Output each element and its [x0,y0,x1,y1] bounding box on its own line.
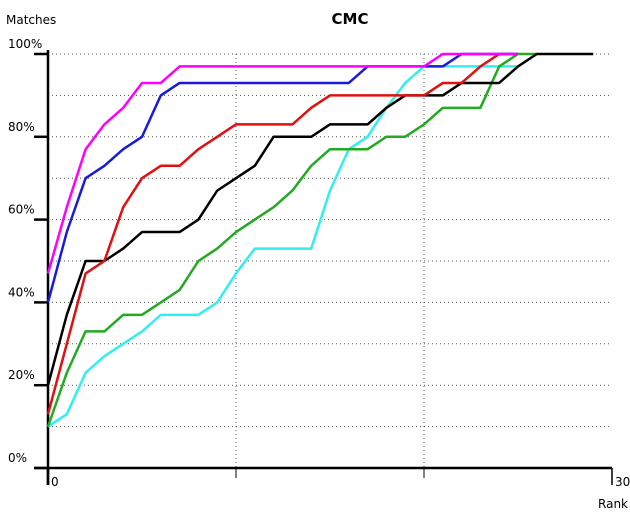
series-line [46,52,518,274]
x-axis-label: Rank [598,497,628,511]
x-tick-label: 30 [615,475,630,489]
y-tick-label: 80% [8,120,35,134]
y-tick-label: 40% [8,285,35,299]
chart-title: CMC [332,10,369,28]
series-line [46,52,518,303]
series-line [47,65,518,428]
series-line [46,52,518,415]
y-axis-label: Matches [6,13,56,27]
series-line [46,52,537,428]
y-tick-label: 0% [8,451,27,465]
y-tick-label: 60% [8,203,35,217]
y-tick-label: 100% [8,37,42,51]
series-line [46,52,594,386]
y-tick-label: 20% [8,368,35,382]
x-tick-label: 0 [51,475,59,489]
